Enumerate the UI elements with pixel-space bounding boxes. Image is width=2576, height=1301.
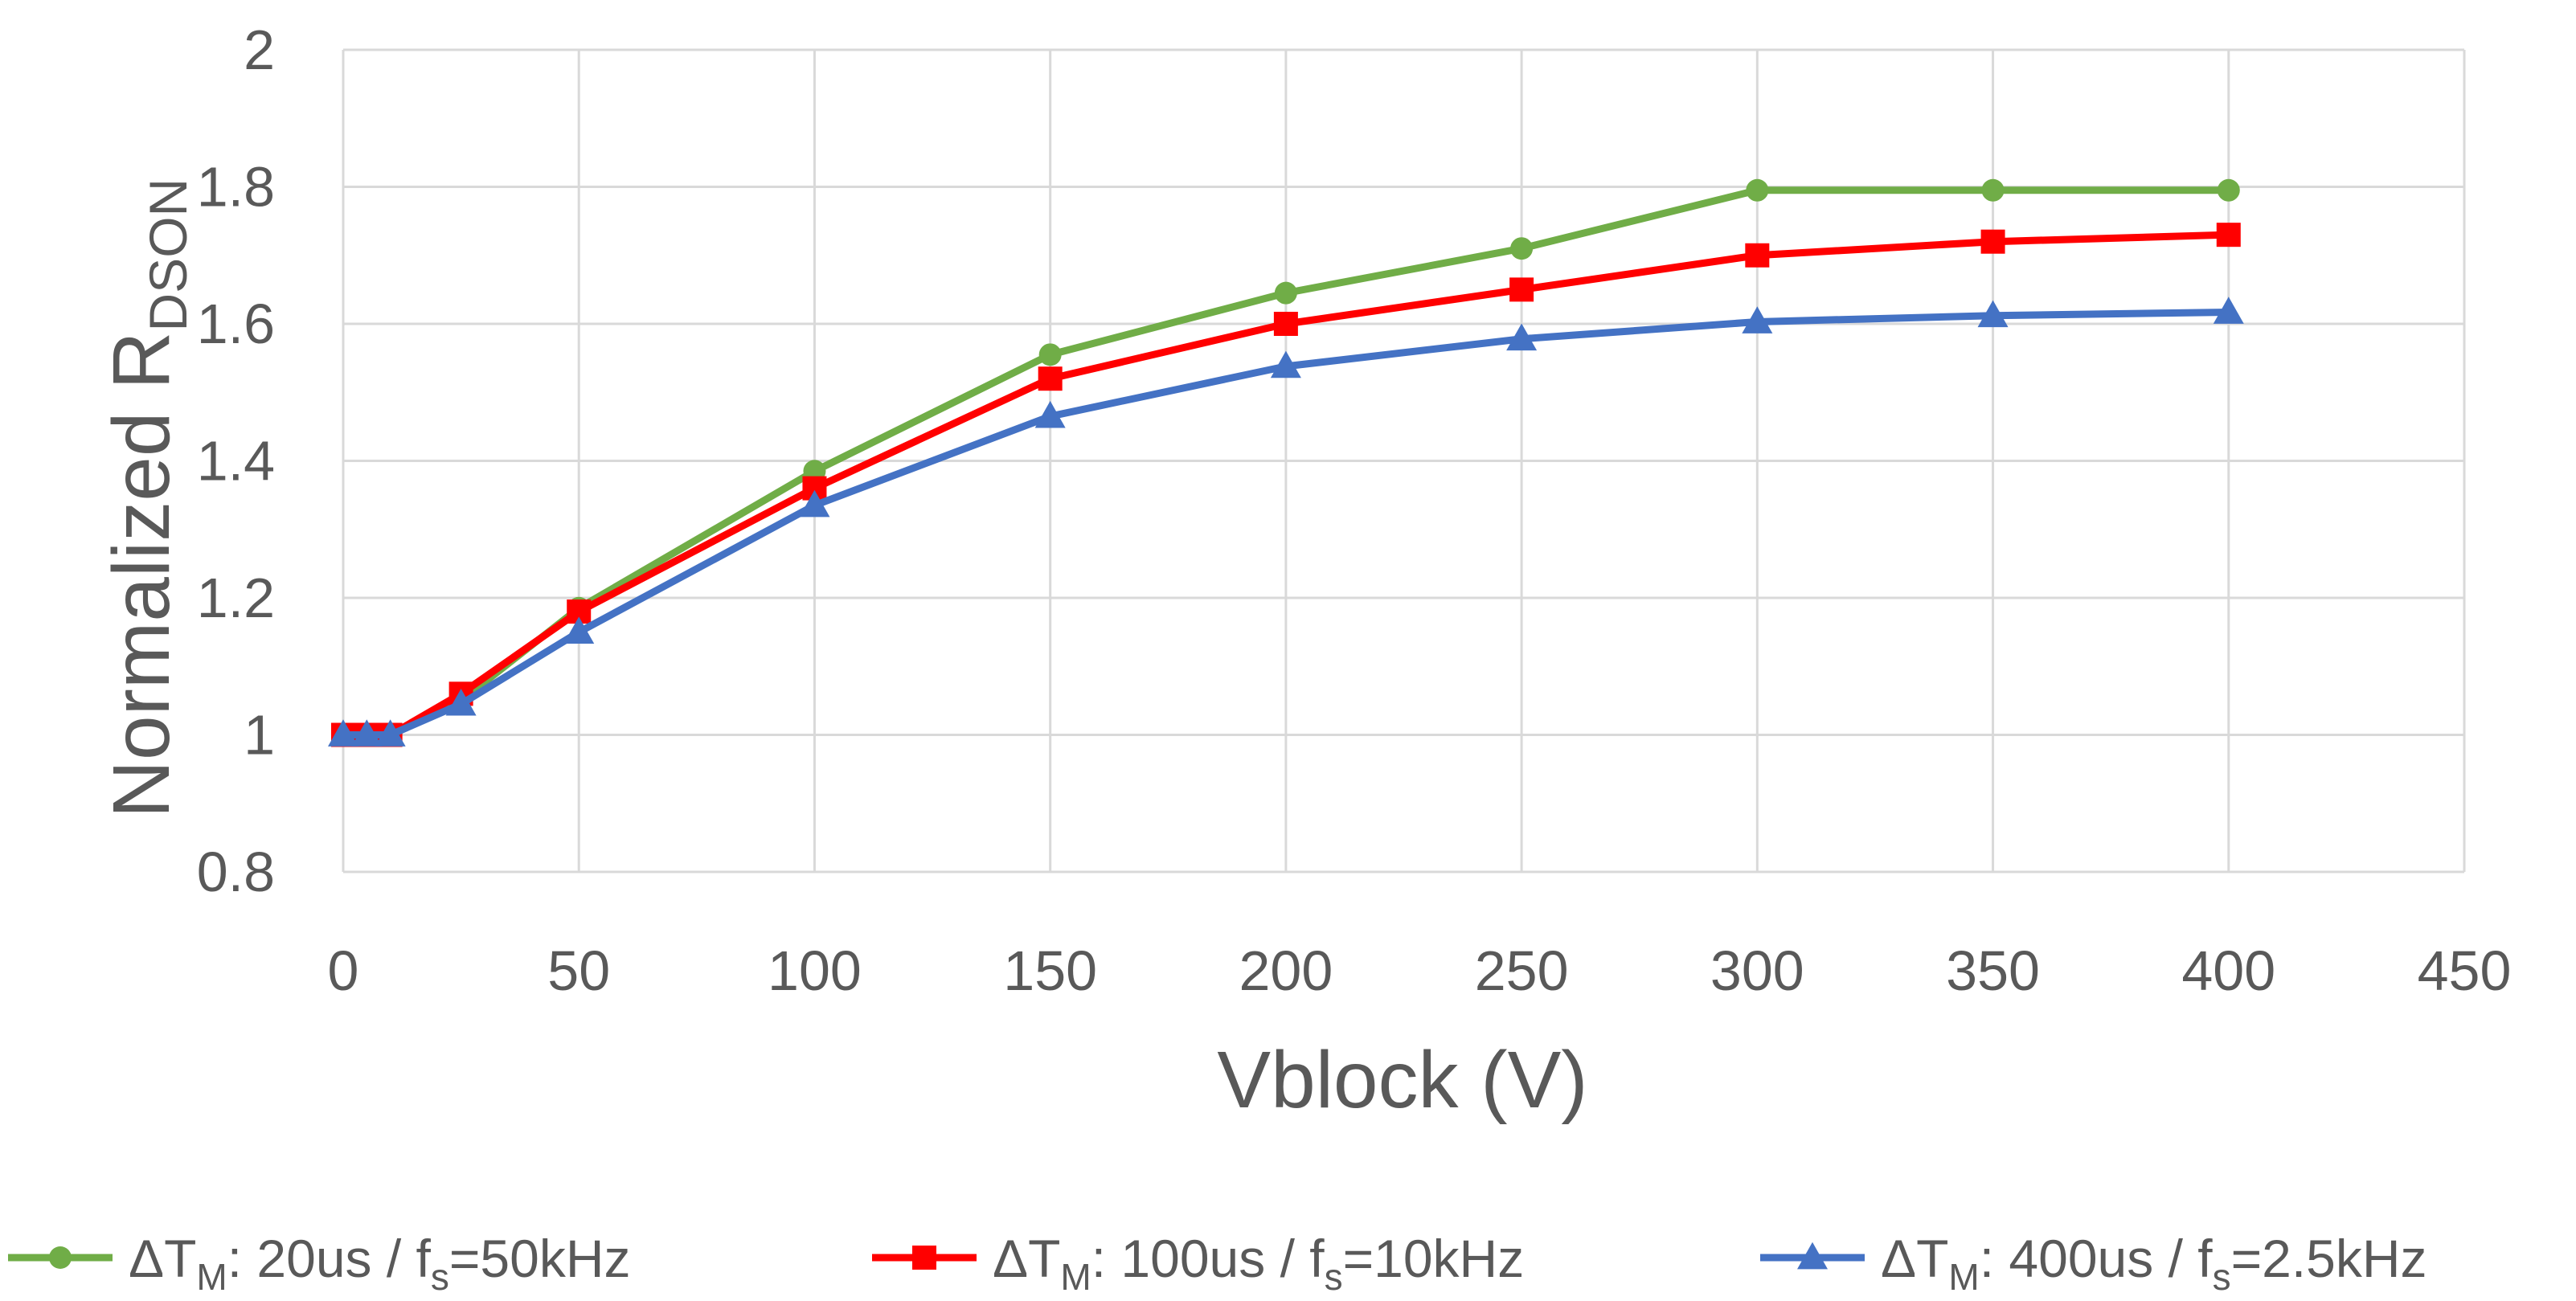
legend-marker-3 <box>1797 1242 1828 1270</box>
legend-text-part: : 20us / f <box>227 1229 432 1288</box>
series-1-point <box>1038 343 1062 366</box>
series-3-point <box>328 719 358 747</box>
legend: ΔTM: 20us / fs=50kHz ΔTM: 100us / fs=10kH… <box>8 1229 2427 1298</box>
y-tick-label: 1.8 <box>197 156 275 219</box>
series-3-point <box>1270 350 1301 378</box>
x-axis-ticks: 0 50 100 150 200 250 300 350 400 450 <box>328 939 2512 1002</box>
y-tick-label: 2 <box>244 18 275 81</box>
y-tick-label: 1.6 <box>197 293 275 355</box>
series-2-point <box>1980 229 2005 254</box>
legend-item-1: ΔTM: 20us / fs=50kHz <box>8 1229 631 1298</box>
legend-subscript: s <box>1325 1256 1343 1298</box>
legend-text-part: ΔT <box>129 1229 196 1288</box>
series-group <box>328 178 2244 747</box>
y-tick-label: 1.4 <box>197 430 275 493</box>
legend-subscript: s <box>2213 1256 2231 1298</box>
series-2-point <box>1273 312 1298 336</box>
y-axis-title-main: Normalized R <box>96 331 186 818</box>
series-3-point <box>351 719 383 747</box>
y-tick-label: 1 <box>244 704 275 767</box>
legend-label-3: ΔTM: 400us / fs=2.5kHz <box>1881 1229 2427 1298</box>
x-tick-label: 350 <box>1946 939 2040 1002</box>
legend-text-part: =10kHz <box>1343 1229 1525 1288</box>
series-3-point <box>1506 323 1538 351</box>
series-2-point <box>1509 277 1534 302</box>
y-axis-title: Normalized RDSON <box>96 178 198 818</box>
series-3 <box>328 297 2244 747</box>
x-tick-label: 150 <box>1003 939 1097 1002</box>
legend-subscript: M <box>196 1256 227 1298</box>
series-1-point <box>1510 237 1534 260</box>
series-3-point <box>1034 400 1066 428</box>
y-axis-ticks: 0.8 1 1.2 1.4 1.6 1.8 2 <box>197 18 275 903</box>
x-tick-label: 50 <box>547 939 610 1002</box>
x-axis-title: Vblock (V) <box>1217 1035 1587 1125</box>
series-3-point <box>1977 300 2009 328</box>
series-3-point <box>375 719 406 747</box>
legend-text-part: =2.5kHz <box>2231 1229 2427 1288</box>
legend-item-2: ΔTM: 100us / fs=10kHz <box>872 1229 1524 1298</box>
legend-text-part: =50kHz <box>449 1229 631 1288</box>
legend-label-1: ΔTM: 20us / fs=50kHz <box>129 1229 631 1298</box>
grid <box>342 48 2466 873</box>
y-tick-label: 1.2 <box>197 567 275 629</box>
x-tick-label: 450 <box>2418 939 2512 1002</box>
series-3-point <box>563 616 595 644</box>
x-tick-label: 200 <box>1239 939 1333 1002</box>
legend-text-part: ΔT <box>993 1229 1060 1288</box>
series-1-point <box>1274 281 1297 305</box>
series-3-point <box>1742 306 1773 333</box>
series-3-point <box>799 489 830 518</box>
legend-marker-2 <box>912 1246 936 1270</box>
legend-item-3: ΔTM: 400us / fs=2.5kHz <box>1760 1229 2427 1298</box>
series-2-point <box>1745 243 1770 268</box>
legend-subscript: M <box>1948 1256 1979 1298</box>
x-tick-label: 300 <box>1710 939 1804 1002</box>
series-1-point <box>1981 178 2005 202</box>
series-2-point <box>1038 366 1063 391</box>
series-1-point <box>2217 178 2240 202</box>
legend-subscript: s <box>431 1256 449 1298</box>
series-3-point <box>445 688 477 716</box>
x-tick-label: 0 <box>328 939 359 1002</box>
series-3-point <box>2213 297 2244 324</box>
series-2-point <box>2216 223 2241 248</box>
x-tick-label: 250 <box>1475 939 1569 1002</box>
y-axis-title-subscript: DSON <box>138 178 198 332</box>
legend-subscript: M <box>1060 1256 1091 1298</box>
x-tick-label: 100 <box>768 939 862 1002</box>
y-tick-label: 0.8 <box>197 841 275 903</box>
x-tick-label: 400 <box>2181 939 2275 1002</box>
legend-label-2: ΔTM: 100us / fs=10kHz <box>993 1229 1524 1298</box>
legend-text-part: : 100us / f <box>1091 1229 1325 1288</box>
legend-text-part: ΔT <box>1881 1229 1948 1288</box>
legend-marker-1 <box>49 1246 72 1269</box>
legend-text-part: : 400us / f <box>1980 1229 2214 1288</box>
series-1-point <box>1746 178 1769 202</box>
